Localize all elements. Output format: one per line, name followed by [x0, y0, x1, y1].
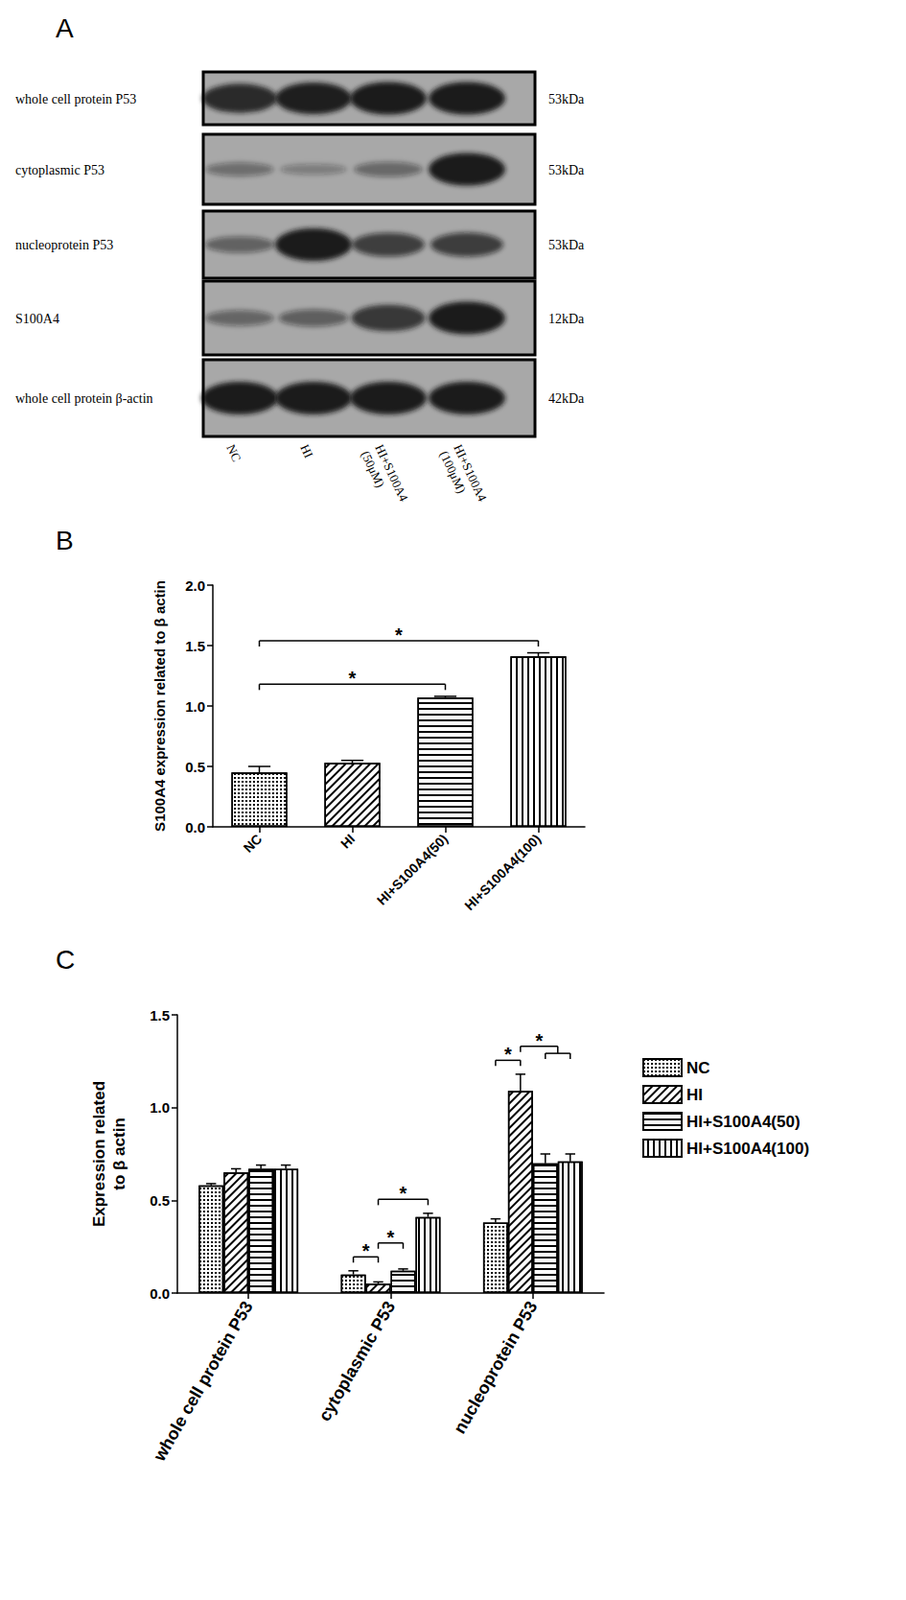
svg-text:*: *: [399, 1182, 408, 1204]
svg-text:NC: NC: [686, 1058, 711, 1077]
svg-text:*: *: [534, 1029, 543, 1051]
svg-text:cytoplasmic P53: cytoplasmic P53: [314, 1297, 399, 1424]
svg-text:HI+S100A4(50): HI+S100A4(50): [686, 1112, 801, 1131]
svg-text:HI+S100A4(50): HI+S100A4(50): [373, 830, 451, 907]
svg-text:cytoplasmic P53: cytoplasmic P53: [15, 162, 105, 178]
svg-text:S100A4: S100A4: [15, 311, 60, 326]
svg-text:HI+S100A4(100): HI+S100A4(100): [686, 1138, 810, 1158]
svg-text:0.0: 0.0: [149, 1284, 170, 1301]
svg-text:2.0: 2.0: [185, 577, 206, 594]
svg-text:1.0: 1.0: [185, 697, 206, 715]
svg-text:12kDa: 12kDa: [548, 311, 585, 326]
svg-text:42kDa: 42kDa: [548, 391, 585, 406]
svg-text:1.0: 1.0: [149, 1098, 170, 1116]
svg-text:nucleoprotein P53: nucleoprotein P53: [15, 237, 114, 253]
svg-text:HI+S100A4(50μM): HI+S100A4(50μM): [358, 441, 412, 511]
svg-text:*: *: [348, 667, 357, 689]
svg-text:S100A4 expression related to β: S100A4 expression related to β actin: [151, 580, 168, 832]
svg-text:53kDa: 53kDa: [548, 92, 585, 107]
svg-text:HI: HI: [297, 441, 316, 461]
svg-text:0.5: 0.5: [149, 1191, 170, 1208]
svg-text:0.0: 0.0: [185, 818, 206, 836]
svg-text:Expression related: Expression related: [90, 1080, 109, 1227]
svg-text:HI+S100A4(100μM): HI+S100A4(100μM): [437, 441, 490, 511]
svg-text:*: *: [394, 624, 403, 646]
svg-text:whole cell protein P53: whole cell protein P53: [149, 1297, 257, 1464]
svg-text:HI+S100A4(100): HI+S100A4(100): [461, 830, 544, 913]
svg-text:0.5: 0.5: [185, 758, 206, 775]
svg-text:1.5: 1.5: [149, 1006, 170, 1023]
svg-text:1.5: 1.5: [185, 637, 206, 654]
svg-text:to β actin: to β actin: [110, 1116, 129, 1190]
html-text:C: C: [55, 944, 75, 975]
svg-text:HI: HI: [337, 830, 358, 851]
svg-text:*: *: [362, 1239, 371, 1261]
svg-text:nucleoprotein P53: nucleoprotein P53: [449, 1297, 541, 1437]
svg-text:NC: NC: [240, 830, 266, 856]
svg-text:whole cell protein P53: whole cell protein P53: [15, 92, 137, 107]
html-text:A: A: [55, 13, 74, 44]
svg-text:53kDa: 53kDa: [548, 237, 585, 253]
svg-text:HI: HI: [686, 1085, 703, 1104]
svg-text:NC: NC: [223, 441, 244, 465]
svg-text:*: *: [504, 1043, 512, 1065]
svg-text:*: *: [387, 1226, 395, 1248]
svg-text:53kDa: 53kDa: [548, 162, 585, 178]
svg-text:whole cell protein β-actin: whole cell protein β-actin: [15, 391, 154, 406]
html-text:B: B: [55, 525, 74, 556]
